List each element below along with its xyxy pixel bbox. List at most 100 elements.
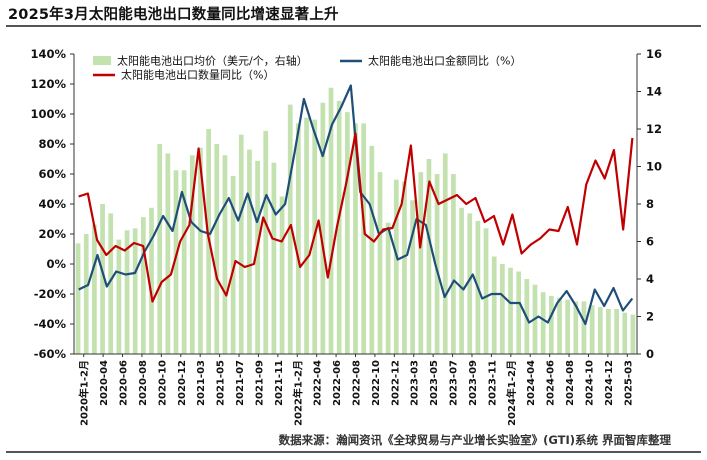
bar-price: [369, 145, 375, 355]
bar-price: [434, 174, 440, 354]
bar-price: [491, 256, 497, 354]
right-tick-label: 2: [646, 310, 654, 324]
data-source-note: 数据来源：瀚闻资讯《全球贸易与产业增长实验室》(GTI)系统 界面智库整理: [278, 433, 671, 447]
bar-price: [75, 243, 81, 355]
source-divider: [6, 451, 701, 453]
bar-price: [165, 153, 171, 355]
bar-price: [255, 160, 260, 355]
bar-price: [589, 305, 595, 354]
x-tick-label: 2022-06: [332, 360, 343, 406]
bar-price: [385, 222, 391, 354]
bar-price: [271, 162, 277, 354]
legend-label-quantity: 太阳能电池出口数量同比（%）: [121, 68, 274, 82]
bar-price: [157, 144, 163, 354]
chart-title: 2025年3月太阳能电池出口数量同比增速显著上升: [8, 7, 339, 23]
bar-price: [630, 314, 636, 355]
x-tick-label: 2021-11: [274, 360, 285, 406]
bar-price: [214, 144, 220, 354]
bar-price: [83, 234, 89, 354]
x-tick-label: 2022-04: [313, 360, 324, 406]
x-tick-label: 2024-10: [585, 360, 596, 406]
bar-price: [198, 147, 203, 354]
x-tick-label: 2024-12: [604, 360, 615, 406]
bar-price: [100, 204, 105, 354]
x-tick-label: 2022-08: [352, 360, 363, 406]
bar-price: [116, 239, 122, 355]
bar-price: [581, 301, 587, 354]
x-tick-label: 2023-09: [468, 360, 479, 406]
lines-layer: [78, 84, 634, 326]
right-tick-label: 8: [646, 197, 654, 211]
bar-price: [393, 179, 399, 355]
x-tick-label: 2024-06: [546, 360, 557, 406]
left-tick-label: -40%: [34, 317, 67, 331]
bar-price: [328, 87, 334, 354]
x-tick-label: 2022-12: [390, 360, 401, 406]
left-tick-label: 140%: [30, 47, 66, 61]
bar-price: [124, 230, 130, 354]
bar-price: [108, 213, 114, 355]
x-tick-label: 2025-03: [623, 360, 634, 406]
legend-label-amount: 太阳能电池出口金额同比（%）: [368, 54, 521, 68]
legend-swatch-price: [93, 56, 111, 65]
bar-price: [467, 213, 473, 355]
bar-price: [418, 172, 424, 355]
bar-price: [279, 196, 285, 354]
bar-price: [548, 295, 554, 355]
bar-price: [287, 104, 293, 355]
bar-price: [92, 224, 97, 355]
left-tick-label: 0%: [46, 257, 66, 271]
bar-price: [263, 130, 269, 355]
bar-price: [557, 297, 562, 354]
right-tick-label: 4: [646, 272, 654, 286]
bar-price: [173, 170, 179, 354]
x-tick-label: 2023-07: [449, 360, 460, 406]
bar-price: [614, 309, 619, 354]
x-tick-label: 2022-10: [371, 360, 382, 406]
x-tick-label: 2022年1-2月: [291, 360, 304, 426]
left-tick-label: 60%: [38, 167, 66, 181]
bar-price: [573, 301, 579, 354]
x-tick-label: 2021-03: [196, 360, 207, 406]
right-tick-label: 16: [646, 47, 662, 61]
bar-price: [508, 267, 513, 354]
bar-price: [344, 112, 350, 355]
bar-price: [402, 181, 407, 354]
bar-price: [451, 174, 456, 354]
x-tick-label: 2023-03: [410, 360, 421, 406]
x-tick-label: 2021-05: [216, 360, 227, 406]
right-tick-label: 14: [646, 85, 662, 99]
right-tick-label: 6: [646, 235, 654, 249]
x-tick-label: 2024年1-2月: [505, 360, 518, 426]
bar-price: [353, 123, 358, 355]
right-tick-label: 0: [646, 347, 654, 361]
bar-price: [304, 117, 309, 354]
bar-price: [230, 175, 236, 355]
left-tick-label: 80%: [38, 137, 66, 151]
left-tick-label: 100%: [30, 107, 66, 121]
bar-price: [622, 312, 628, 354]
bar-price: [377, 172, 383, 355]
left-tick-label: 20%: [38, 227, 66, 241]
bar-price: [410, 200, 415, 354]
bar-price: [336, 100, 342, 355]
bar-price: [442, 153, 448, 355]
left-tick-label: 120%: [30, 77, 66, 91]
x-tick-label: 2020-08: [138, 360, 149, 406]
x-tick-label: 2024-08: [565, 360, 576, 406]
bar-price: [181, 170, 187, 354]
right-tick-label: 10: [646, 160, 662, 174]
bar-price: [483, 228, 489, 355]
bar-price: [132, 228, 138, 355]
x-tick-label: 2021-09: [254, 360, 265, 406]
legend-label-price: 太阳能电池出口均价（美元/个，右轴）: [117, 54, 308, 68]
title-divider: [6, 25, 701, 27]
bar-price: [247, 149, 252, 355]
bar-price: [565, 299, 571, 355]
left-tick-label: 40%: [38, 197, 66, 211]
x-tick-label: 2023-05: [429, 360, 440, 406]
bar-price: [140, 217, 146, 355]
right-tick-label: 12: [646, 122, 662, 136]
bar-price: [320, 102, 326, 354]
